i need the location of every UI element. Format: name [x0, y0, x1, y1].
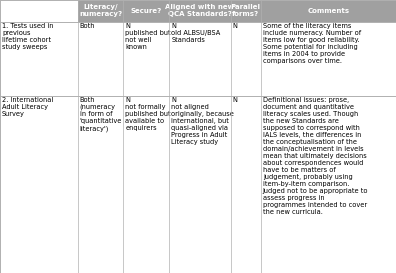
- Text: N: N: [233, 23, 238, 29]
- Text: N
not aligned
originally, because
international, but
quasi-aligned via
Progress : N not aligned originally, because intern…: [171, 97, 234, 145]
- Bar: [78, 0, 124, 22]
- Text: N
published but
not well
known: N published but not well known: [126, 23, 171, 50]
- Text: N
not formally
published but
available to
enquirers: N not formally published but available t…: [126, 97, 171, 131]
- Bar: [231, 0, 261, 22]
- Text: Comments: Comments: [307, 8, 349, 14]
- Text: Parallel
forms?: Parallel forms?: [231, 4, 261, 17]
- Text: Some of the literacy items
include numeracy. Number of
items low for good reliab: Some of the literacy items include numer…: [263, 23, 361, 64]
- Text: Aligned with new
QCA Standards?: Aligned with new QCA Standards?: [166, 4, 234, 17]
- Text: Both: Both: [80, 23, 95, 29]
- Text: 1. Tests used in
previous
lifetime cohort
study sweeps: 1. Tests used in previous lifetime cohor…: [2, 23, 53, 50]
- Text: Secure?: Secure?: [131, 8, 162, 14]
- Text: Both
(numeracy
in form of
'quantitative
literacy'): Both (numeracy in form of 'quantitative …: [80, 97, 122, 132]
- Bar: [261, 0, 396, 22]
- Bar: [169, 0, 231, 22]
- Text: 2. International
Adult Literacy
Survey: 2. International Adult Literacy Survey: [2, 97, 53, 117]
- Text: N: N: [233, 97, 238, 103]
- Text: Definitional issues: prose,
document and quantitative
literacy scales used. Thou: Definitional issues: prose, document and…: [263, 97, 368, 215]
- Bar: [124, 0, 169, 22]
- Text: N
old ALBSU/BSA
Standards: N old ALBSU/BSA Standards: [171, 23, 221, 43]
- Text: Literacy/
numeracy?: Literacy/ numeracy?: [79, 4, 122, 17]
